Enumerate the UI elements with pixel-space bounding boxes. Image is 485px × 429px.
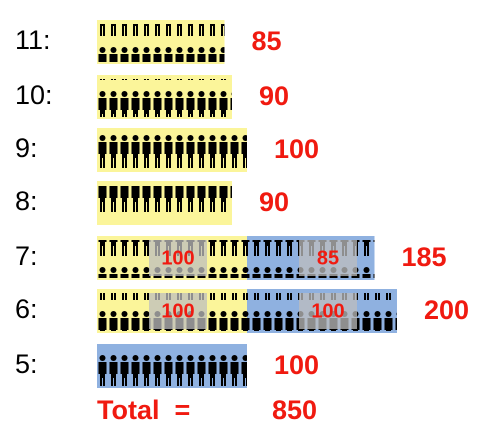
segment-label: 100	[311, 300, 344, 322]
people-icons	[97, 132, 247, 170]
row-total: 100	[274, 350, 319, 380]
people-icons	[97, 348, 247, 386]
segment-label-box	[149, 293, 207, 329]
row-label: 11:	[15, 25, 51, 55]
row-total: 100	[274, 134, 319, 164]
segment-label-box	[149, 240, 207, 276]
row-total: 90	[259, 187, 289, 217]
segment-label: 100	[161, 247, 194, 269]
total-value: 850	[272, 395, 317, 425]
row-label: 5:	[15, 349, 38, 379]
row-total: 185	[402, 242, 447, 272]
segment-label-box	[299, 293, 357, 329]
row-label: 7:	[15, 241, 38, 271]
segment-label-box	[299, 240, 357, 276]
segment-label: 85	[317, 247, 339, 269]
row-label: 6:	[15, 294, 38, 324]
row-total: 85	[252, 26, 282, 56]
segment-label: 100	[161, 300, 194, 322]
row-label: 8:	[15, 186, 38, 216]
row-total: 200	[424, 295, 469, 325]
people-icons	[97, 24, 225, 62]
row-label: 10:	[15, 80, 53, 110]
row-total: 90	[259, 81, 289, 111]
row-label: 9:	[15, 133, 38, 163]
total-label: Total =	[97, 395, 190, 425]
people-icons	[97, 79, 232, 117]
people-icons	[97, 185, 232, 223]
